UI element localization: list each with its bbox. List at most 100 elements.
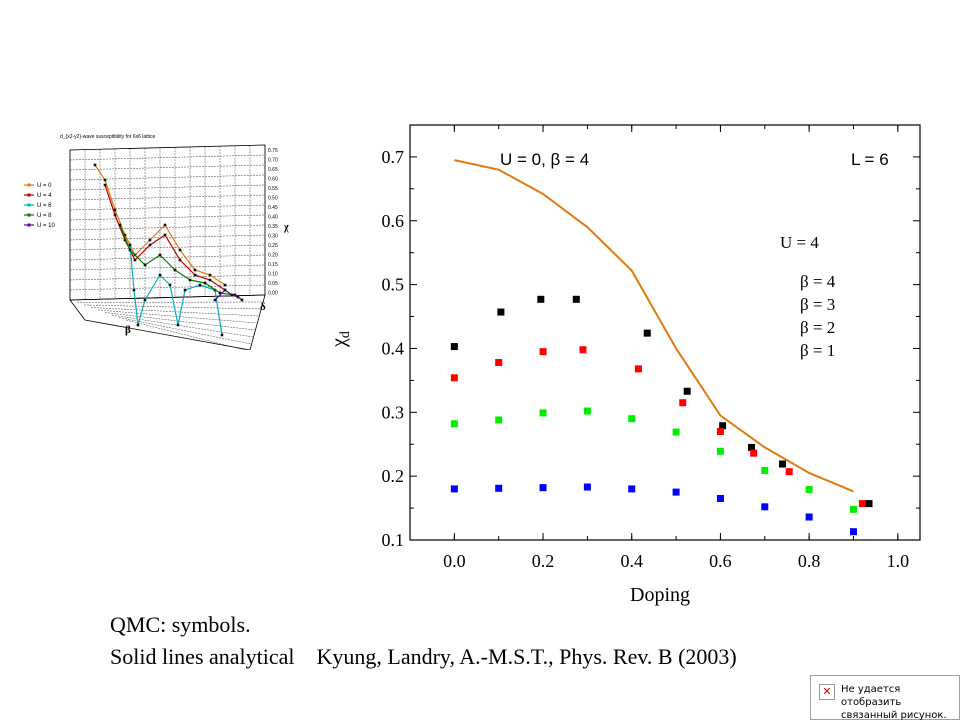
marker: [785, 468, 793, 476]
inset-legend-marker: [27, 193, 31, 197]
marker: [716, 495, 724, 502]
marker: [683, 387, 691, 395]
marker: [450, 343, 458, 351]
inset-x-label: β: [125, 324, 131, 336]
inset-curve-marker: [136, 323, 140, 327]
analytic-line: [454, 159, 854, 493]
inset-curve-marker: [173, 268, 177, 272]
inset-gridline: [69, 164, 266, 171]
inset-curve-marker: [236, 295, 240, 299]
chart-title: U = 0, β = 4: [500, 150, 589, 169]
y-tick-label: 0.7: [382, 147, 405, 167]
y-tick-label: 0.1: [382, 530, 405, 550]
y-tick-label: 0.3: [382, 402, 405, 422]
inset-gridline: [69, 274, 266, 281]
y-tick-labels: 0.1 0.2 0.3 0.4 0.5 0.6 0.7: [382, 147, 405, 550]
inset-z-tick-label: 0.70: [268, 158, 278, 164]
inset-curve-marker: [208, 278, 212, 282]
marker: [716, 427, 724, 435]
marker: [495, 359, 503, 367]
inset-curve-marker: [128, 248, 132, 252]
marker: [572, 295, 580, 303]
inset-legend: U = 0 U = 4 U = 6 U = 8 U = 10: [24, 183, 56, 229]
inset-z-tick-label: 0.55: [268, 186, 278, 192]
x-tick-label: 0.4: [620, 551, 643, 571]
marker: [643, 329, 651, 337]
marker: [805, 486, 813, 494]
inset-curve-marker: [128, 243, 132, 247]
marker: [450, 420, 458, 428]
marker: [628, 485, 636, 493]
y-axis-label: χd: [328, 331, 353, 348]
inset-legend-label: U = 4: [37, 193, 52, 199]
inset-curve-marker: [163, 233, 167, 237]
inset-gridline: [69, 214, 266, 221]
x-tick-label: 0.8: [798, 551, 821, 571]
marker: [716, 447, 724, 455]
marker: [634, 365, 642, 373]
legend-title: U = 4: [780, 233, 819, 252]
inset-z-tick-label: 0.00: [268, 291, 278, 297]
marker: [450, 374, 458, 382]
inset-gridline: [69, 184, 266, 191]
inset-curve: [129, 244, 223, 336]
inset-floor: [69, 294, 266, 350]
marker: [497, 308, 505, 316]
marker: [747, 443, 755, 451]
inset-curve-marker: [178, 248, 182, 252]
inset-curve-marker: [163, 223, 167, 227]
inset-curve-marker: [240, 298, 244, 302]
inset-curve-marker: [113, 208, 117, 212]
inset-3d-chart: d_{x2-y2}-wave susceptibility for 6x6 la…: [24, 134, 289, 350]
inset-legend-marker: [27, 213, 31, 217]
inset-z-tick-label: 0.75: [268, 148, 278, 154]
inset-z-tick-label: 0.50: [268, 196, 278, 202]
marker: [719, 422, 727, 430]
inset-z-tick-label: 0.15: [268, 262, 278, 268]
inset-gridline: [69, 264, 266, 271]
marker: [805, 513, 813, 521]
inset-curve-marker: [233, 293, 237, 297]
inset-floor-line: [83, 304, 262, 310]
inset-curves: [93, 163, 244, 337]
marker: [583, 407, 591, 415]
inset-legend-label: U = 6: [37, 203, 52, 209]
inset-z-tick-label: 0.05: [268, 281, 278, 287]
inset-z-tick-label: 0.35: [268, 224, 278, 230]
inset-curve-marker: [168, 283, 172, 287]
inset-z-tick-label: 0.40: [268, 215, 278, 221]
inset-curve-marker: [118, 223, 122, 227]
marker: [537, 295, 545, 303]
inset-z-label: δ: [260, 301, 266, 313]
y-tick-label: 0.4: [382, 338, 405, 358]
inset-z-tick-label: 0.20: [268, 253, 278, 259]
inset-z-tick-label: 0.60: [268, 177, 278, 183]
inset-curve-marker: [230, 293, 234, 297]
x-tick-label: 0.6: [709, 551, 732, 571]
inset-curve-marker: [193, 268, 197, 272]
inset-legend-label: U = 8: [37, 213, 52, 219]
marker: [761, 503, 769, 511]
inset-frame: [69, 144, 266, 301]
inset-floor-line: [125, 319, 247, 350]
inset-curve: [214, 289, 243, 301]
inset-gridline: [69, 244, 266, 251]
marker: [583, 483, 591, 491]
x-tick-label: 1.0: [887, 551, 910, 571]
plot-frame: [409, 124, 921, 541]
qmc-markers: [450, 295, 873, 536]
inset-curve-marker: [143, 298, 147, 302]
inset-curve: [94, 164, 226, 286]
inset-curve-marker: [158, 253, 162, 257]
inset-z-tick-label: 0.45: [268, 205, 278, 211]
caption-line-1: QMC: symbols.: [110, 612, 251, 637]
marker: [539, 348, 547, 356]
inset-curve-marker: [183, 288, 187, 292]
inset-floor-line: [118, 317, 252, 345]
marker: [539, 484, 547, 492]
inset-floor-line: [111, 314, 254, 338]
legend-entry: β = 4: [800, 272, 836, 291]
inset-z-tick-label: 0.10: [268, 272, 278, 278]
inset-curve-marker: [103, 183, 107, 187]
inset-curve-marker: [93, 163, 97, 167]
